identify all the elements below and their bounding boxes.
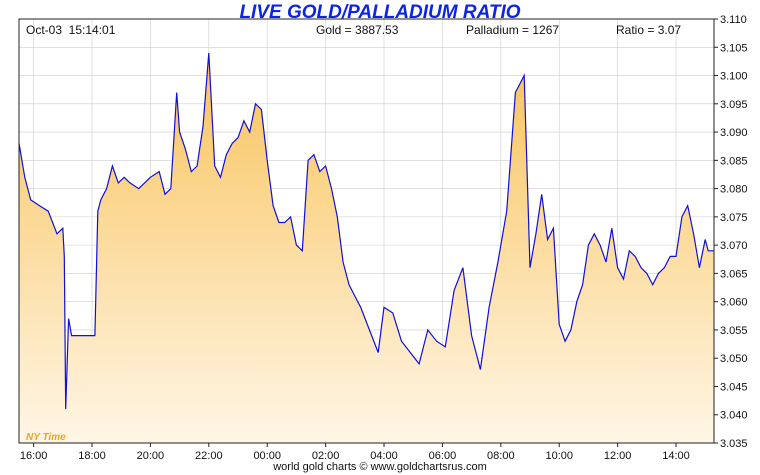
x-tick-label: 08:00 bbox=[487, 450, 515, 462]
y-tick-label: 3.105 bbox=[720, 42, 748, 54]
x-tick-label: 00:00 bbox=[253, 450, 281, 462]
plot-frame bbox=[18, 18, 715, 444]
y-tick-label: 3.035 bbox=[720, 438, 748, 450]
y-tick-label: 3.070 bbox=[720, 240, 748, 252]
y-tick-label: 3.060 bbox=[720, 297, 748, 309]
timezone-label: NY Time bbox=[26, 432, 66, 443]
x-tick-label: 06:00 bbox=[429, 450, 457, 462]
y-tick-label: 3.055 bbox=[720, 325, 748, 337]
x-tick-label: 04:00 bbox=[370, 450, 398, 462]
x-tick-label: 16:00 bbox=[20, 450, 48, 462]
x-tick-label: 18:00 bbox=[78, 450, 106, 462]
footer-credit: world gold charts © www.goldchartsrus.co… bbox=[273, 461, 487, 473]
y-axis: 3.035 3.040 3.045 3.050 3.055 3.060 3.065 3.070… bbox=[714, 14, 748, 450]
y-tick-label: 3.080 bbox=[720, 184, 748, 196]
y-tick-label: 3.100 bbox=[720, 71, 748, 83]
y-tick-label: 3.050 bbox=[720, 353, 748, 365]
palladium-price: Palladium = 1267 bbox=[466, 23, 560, 37]
x-tick-label: 12:00 bbox=[604, 450, 632, 462]
x-axis: 16:00 18:00 20:00 22:00 00:00 02:00 04:00 06:00… bbox=[20, 443, 690, 462]
y-tick-label: 3.040 bbox=[720, 410, 748, 422]
x-tick-label: 10:00 bbox=[545, 450, 573, 462]
y-tick-label: 3.095 bbox=[720, 99, 748, 111]
y-tick-label: 3.065 bbox=[720, 268, 748, 280]
y-tick-label: 3.045 bbox=[720, 381, 748, 393]
ratio-value: Ratio = 3.07 bbox=[616, 23, 682, 37]
x-tick-label: 14:00 bbox=[662, 450, 690, 462]
gold-price: Gold = 3887.53 bbox=[316, 23, 399, 37]
x-tick-label: 02:00 bbox=[312, 450, 340, 462]
ratio-line bbox=[18, 52, 714, 410]
y-tick-label: 3.110 bbox=[720, 14, 747, 26]
y-tick-label: 3.075 bbox=[720, 212, 748, 224]
ratio-area-fill bbox=[19, 52, 714, 444]
chart-title: LIVE GOLD/PALLADIUM RATIO bbox=[239, 2, 521, 23]
y-tick-label: 3.090 bbox=[720, 127, 748, 139]
x-tick-label: 20:00 bbox=[137, 450, 165, 462]
timestamp: Oct-03 15:14:01 bbox=[26, 23, 116, 37]
x-tick-label: 22:00 bbox=[195, 450, 223, 462]
y-tick-label: 3.085 bbox=[720, 155, 748, 167]
